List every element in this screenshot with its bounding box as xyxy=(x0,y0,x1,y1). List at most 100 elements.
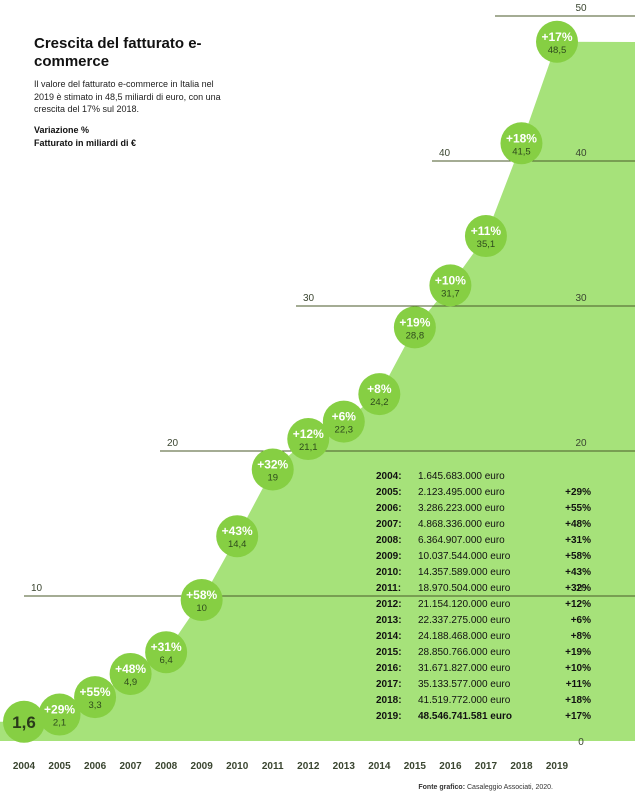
change-label: +48% xyxy=(115,662,146,676)
data-label: 21,1 xyxy=(299,442,318,453)
x-tick-label: 2004 xyxy=(13,761,36,772)
table-change: +10% xyxy=(565,663,591,674)
data-label: 4,9 xyxy=(124,677,137,688)
table-value: 3.286.223.000 euro xyxy=(418,503,505,514)
table-year: 2007: xyxy=(376,519,402,530)
revenue-table: 2004: 1.645.683.000 euro 2005: 2.123.495.00… xyxy=(376,469,591,725)
x-tick-label: 2015 xyxy=(404,761,427,772)
source-label: Fonte grafico: xyxy=(418,784,466,791)
table-year: 2010: xyxy=(376,567,402,578)
x-tick-label: 2012 xyxy=(297,761,320,772)
y-tick-label-left: 40 xyxy=(439,148,451,159)
table-change: +32% xyxy=(565,583,591,594)
table-change xyxy=(555,469,591,485)
data-label: 48,5 xyxy=(548,45,567,56)
table-year: 2014: xyxy=(376,631,402,642)
table-value: 2.123.495.000 euro xyxy=(418,487,505,498)
data-point-bubble xyxy=(216,515,259,558)
table-row: 2011: 18.970.504.000 euro +32% xyxy=(376,581,591,597)
data-label: 28,8 xyxy=(406,330,425,341)
data-point-bubble xyxy=(322,400,365,443)
x-tick-label: 2013 xyxy=(333,761,356,772)
table-change: +58% xyxy=(565,551,591,562)
table-year: 2016: xyxy=(376,663,402,674)
y-tick-label-right: 20 xyxy=(575,438,587,449)
table-row: 2012: 21.154.120.000 euro +12% xyxy=(376,597,591,613)
table-row: 2010: 14.357.589.000 euro +43% xyxy=(376,565,591,581)
table-change: +6% xyxy=(570,615,591,626)
table-change: +12% xyxy=(565,599,591,610)
table-value: 18.970.504.000 euro xyxy=(418,583,511,594)
table-year: 2018: xyxy=(376,695,402,706)
source-note: Fonte grafico: Casaleggio Associati, 202… xyxy=(418,784,553,791)
table-change: +11% xyxy=(565,679,591,690)
table-row: 2005: 2.123.495.000 euro +29% xyxy=(376,485,591,501)
legend-variation: Variazione % xyxy=(34,125,90,135)
table-value: 41.519.772.000 euro xyxy=(418,695,511,706)
x-tick-label: 2018 xyxy=(510,761,533,772)
source-text: Casaleggio Associati, 2020. xyxy=(467,784,553,791)
table-change: +18% xyxy=(565,695,591,706)
data-label: 24,2 xyxy=(370,397,389,408)
data-point-bubble xyxy=(145,631,188,674)
table-value: 35.133.577.000 euro xyxy=(418,679,511,690)
change-label: +10% xyxy=(435,273,466,287)
change-label: +11% xyxy=(471,224,502,238)
data-point-bubble xyxy=(536,20,578,63)
data-point-bubble xyxy=(500,122,543,165)
data-point-bubble xyxy=(464,215,507,258)
data-point-bubble xyxy=(3,700,45,743)
y-tick-label-zero: 0 xyxy=(578,737,584,748)
data-label: 1,6 xyxy=(12,713,36,732)
table-year: 2009: xyxy=(376,551,402,562)
table-year: 2017: xyxy=(376,679,402,690)
data-point-bubble xyxy=(38,693,81,736)
table-value: 21.154.120.000 euro xyxy=(418,599,511,610)
table-value: 31.671.827.000 euro xyxy=(418,663,511,674)
table-value: 28.850.766.000 euro xyxy=(418,647,511,658)
table-row: 2017: 35.133.577.000 euro +11% xyxy=(376,677,591,693)
data-label: 2,1 xyxy=(53,718,66,729)
y-tick-label-left: 30 xyxy=(303,293,315,304)
table-change: +8% xyxy=(570,631,591,642)
table-row: 2013: 22.337.275.000 euro +6% xyxy=(376,613,591,629)
data-label: 10 xyxy=(196,603,207,614)
y-tick-label-left: 20 xyxy=(167,438,179,449)
data-label: 3,3 xyxy=(88,700,101,711)
x-tick-label: 2008 xyxy=(155,761,178,772)
table-row: 2014: 24.188.468.000 euro +8% xyxy=(376,629,591,645)
table-row: 2016: 31.671.827.000 euro +10% xyxy=(376,661,591,677)
change-label: +32% xyxy=(257,458,288,472)
table-change: +43% xyxy=(565,567,591,578)
change-label: +29% xyxy=(44,703,75,717)
x-tick-label: 2016 xyxy=(439,761,462,772)
table-change: +48% xyxy=(565,519,591,530)
data-label: 31,7 xyxy=(441,288,460,299)
table-value: 1.645.683.000 euro xyxy=(418,471,505,482)
table-year: 2019: xyxy=(376,711,402,722)
table-year: 2008: xyxy=(376,535,402,546)
x-tick-label: 2010 xyxy=(226,761,249,772)
y-tick-label-left: 10 xyxy=(31,583,43,594)
x-tick-label: 2006 xyxy=(84,761,107,772)
table-year: 2011: xyxy=(376,583,402,594)
change-label: +19% xyxy=(399,315,430,329)
table-value: 4.868.336.000 euro xyxy=(418,519,505,530)
table-row: 2007: 4.868.336.000 euro +48% xyxy=(376,517,591,533)
change-label: +12% xyxy=(293,427,324,441)
table-value: 24.188.468.000 euro xyxy=(418,631,511,642)
x-tick-label: 2009 xyxy=(191,761,214,772)
table-change: +19% xyxy=(565,647,591,658)
data-point-bubble xyxy=(109,652,152,695)
x-tick-label: 2014 xyxy=(368,761,391,772)
revenue-area xyxy=(0,41,635,742)
table-change: +29% xyxy=(565,487,591,498)
data-point-bubble xyxy=(393,306,436,349)
change-label: +43% xyxy=(222,524,253,538)
change-label: +6% xyxy=(332,410,357,424)
legend-revenue: Fatturato in miliardi di € xyxy=(34,137,137,148)
data-label: 6,4 xyxy=(160,655,173,666)
data-point-bubble xyxy=(358,373,401,416)
y-tick-label-right: 40 xyxy=(575,148,587,159)
